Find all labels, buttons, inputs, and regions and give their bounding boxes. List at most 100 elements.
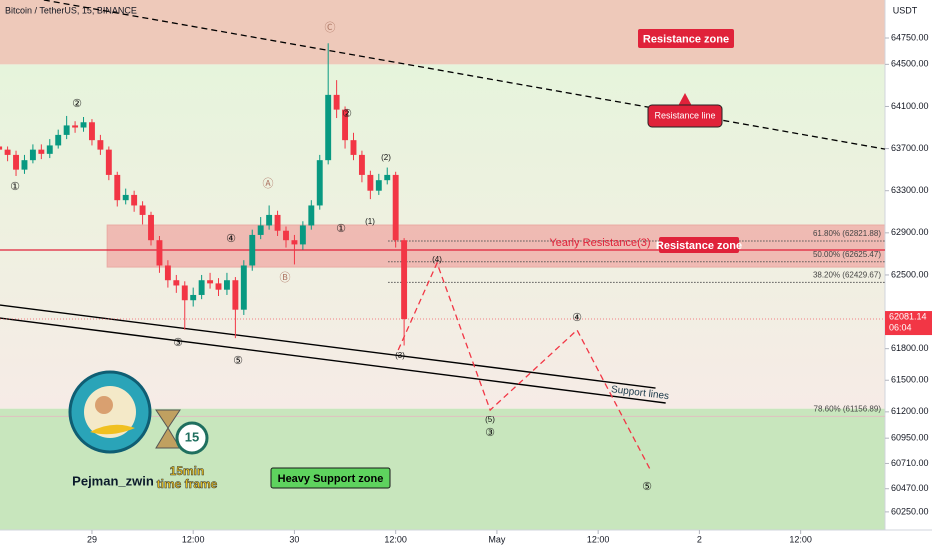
wave-label: (3) xyxy=(395,351,405,360)
candle-body xyxy=(358,154,365,175)
resistance-zone-label-box xyxy=(638,29,734,48)
candle-body xyxy=(291,240,298,245)
resistance-zone-label-box xyxy=(659,237,739,253)
candle-body xyxy=(367,174,374,191)
candle-body xyxy=(0,146,3,150)
projection-path xyxy=(397,261,652,471)
y-tick-label: 64750.00 xyxy=(891,32,929,42)
wave-label: (4) xyxy=(432,255,442,264)
candle-body xyxy=(38,149,45,154)
candle-body xyxy=(139,205,146,215)
wave-label: (5) xyxy=(485,415,495,424)
y-tick-label: 63300.00 xyxy=(891,185,929,195)
chart-title: Bitcoin / TetherUS, 15, BINANCE xyxy=(5,5,137,15)
candle-body xyxy=(333,94,340,110)
resistance-line-box xyxy=(647,104,723,128)
logo-name: Pejman_zwin xyxy=(72,473,154,488)
wave-label: (2) xyxy=(381,153,391,162)
candle-body xyxy=(80,122,87,128)
x-tick-label: 12:00 xyxy=(587,534,610,544)
candle-body xyxy=(257,225,264,235)
support-line xyxy=(0,317,666,404)
candle-body xyxy=(164,265,171,281)
y-tick-label: 62500.00 xyxy=(891,269,929,279)
wave-label: ④ xyxy=(572,312,582,324)
x-tick-label: 29 xyxy=(87,534,97,544)
logo-line2: time frame xyxy=(157,477,218,491)
candle-body xyxy=(299,225,306,245)
x-tick-label: 12:00 xyxy=(384,534,407,544)
x-tick-label: 12:00 xyxy=(182,534,205,544)
fib-label: 78.60% (61156.89) xyxy=(814,404,882,413)
resistance-zone-label: Resistance zone xyxy=(643,33,729,45)
yearly-resistance-label: Yearly Resistance(3) xyxy=(549,237,650,249)
logo-inner xyxy=(84,386,136,438)
candle-body xyxy=(198,280,205,295)
x-tick-label: 2 xyxy=(697,534,702,544)
candle-body xyxy=(308,205,315,226)
wave-label: ③ xyxy=(485,427,495,439)
candle-body xyxy=(240,265,247,310)
wave-label: ② xyxy=(342,108,352,120)
wave-label: Ⓑ xyxy=(280,271,291,284)
candle-body xyxy=(29,149,36,161)
candle-body xyxy=(342,109,349,141)
candle-body xyxy=(401,240,408,320)
fib-label: 50.00% (62625.47) xyxy=(813,250,881,259)
wave-label: ② xyxy=(72,98,82,110)
y-tick-label: 62900.00 xyxy=(891,227,929,237)
logo-badge xyxy=(175,421,209,455)
candle-body xyxy=(21,160,28,170)
candle-body xyxy=(72,125,79,128)
logo-board xyxy=(90,424,135,435)
wave-label: ③ xyxy=(173,337,183,349)
candle-body xyxy=(350,140,357,155)
candle-body xyxy=(105,149,112,175)
candle-body xyxy=(223,280,230,290)
y-tick-label: 61200.00 xyxy=(891,406,929,416)
y-tick-label: 60710.00 xyxy=(891,458,929,468)
candle-body xyxy=(190,294,197,301)
last-price-tag xyxy=(885,311,932,336)
callout-arrow xyxy=(678,93,692,106)
wave-label: Ⓒ xyxy=(325,21,336,34)
y-tick-label: 61800.00 xyxy=(891,343,929,353)
candle-body xyxy=(13,154,19,170)
y-tick-label: 60470.00 xyxy=(891,483,929,493)
countdown: 06:04 xyxy=(889,322,912,332)
y-tick-label: 63700.00 xyxy=(891,143,929,153)
resistance-zone-label: Resistance zone xyxy=(656,240,742,252)
x-tick-label: May xyxy=(488,534,506,544)
candle-body xyxy=(181,285,188,301)
candle-body xyxy=(215,283,222,290)
y-tick-label: 64500.00 xyxy=(891,59,929,69)
x-tick-label: 30 xyxy=(289,534,299,544)
y-tick-label: 60250.00 xyxy=(891,506,929,516)
candle-body xyxy=(316,160,323,206)
resistance-line-label: Resistance line xyxy=(654,110,715,120)
currency: USDT xyxy=(893,5,918,15)
candle-body xyxy=(122,194,129,201)
candle-body xyxy=(55,134,62,146)
candle-body xyxy=(325,94,332,161)
candle-body xyxy=(173,280,180,286)
resistance-line xyxy=(43,0,886,150)
candle-body xyxy=(131,194,138,206)
resistance-zone xyxy=(106,224,886,268)
candle-body xyxy=(266,214,273,226)
y-tick-label: 60950.00 xyxy=(891,433,929,443)
wave-label: ⑤ xyxy=(642,481,652,493)
support-zone-label-box xyxy=(270,467,391,489)
x-tick-label: 12:00 xyxy=(789,534,812,544)
candle-body xyxy=(392,174,399,241)
wave-label: ⑤ xyxy=(233,355,243,367)
logo-badge-text: 15 xyxy=(185,429,199,444)
candle-body xyxy=(207,280,214,284)
candle-body xyxy=(46,145,53,154)
fib-label: 38.20% (62429.67) xyxy=(813,270,881,279)
support-line xyxy=(0,304,656,389)
wave-label: Ⓐ xyxy=(263,177,274,190)
candle-body xyxy=(114,174,121,201)
last-price: 62081.14 xyxy=(889,311,927,321)
candle-body xyxy=(384,174,391,181)
